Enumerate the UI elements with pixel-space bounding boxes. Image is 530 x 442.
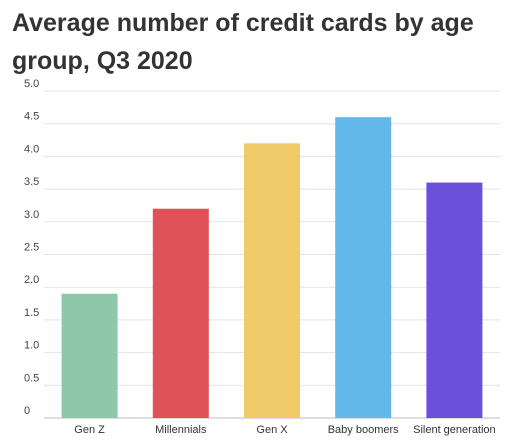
y-tick-label: 4.5 — [24, 111, 39, 123]
bar — [61, 293, 118, 418]
x-category-label: Gen Z — [74, 424, 105, 436]
y-tick-label: 1.5 — [24, 307, 39, 319]
bar — [335, 117, 392, 418]
y-tick-label: 0 — [24, 405, 30, 417]
y-tick-label: 1.0 — [24, 340, 39, 352]
x-category-label: Gen X — [256, 424, 288, 436]
y-tick-label: 4.0 — [24, 143, 39, 155]
bar — [244, 143, 300, 418]
x-axis-labels: Gen Z Millennials Gen X Baby boomers Silent … — [74, 424, 495, 436]
chart-title: Average number of credit cards by age gr… — [12, 9, 474, 75]
y-tick-label: 0.5 — [24, 372, 39, 384]
bars — [61, 117, 483, 418]
y-axis-ticks: 0 0.5 1.0 1.5 2.0 2.5 3.0 3.5 4.0 4.5 5.0 — [24, 78, 39, 417]
x-category-label: Baby boomers — [328, 424, 399, 436]
x-category-label: Silent generation — [413, 424, 496, 436]
y-tick-label: 3.0 — [24, 209, 39, 221]
y-tick-label: 2.0 — [24, 274, 39, 286]
bar — [152, 208, 209, 418]
y-tick-label: 5.0 — [24, 78, 39, 90]
y-tick-label: 2.5 — [24, 242, 39, 254]
x-category-label: Millennials — [155, 424, 207, 436]
y-tick-label: 3.5 — [24, 176, 39, 188]
bar — [426, 182, 483, 418]
